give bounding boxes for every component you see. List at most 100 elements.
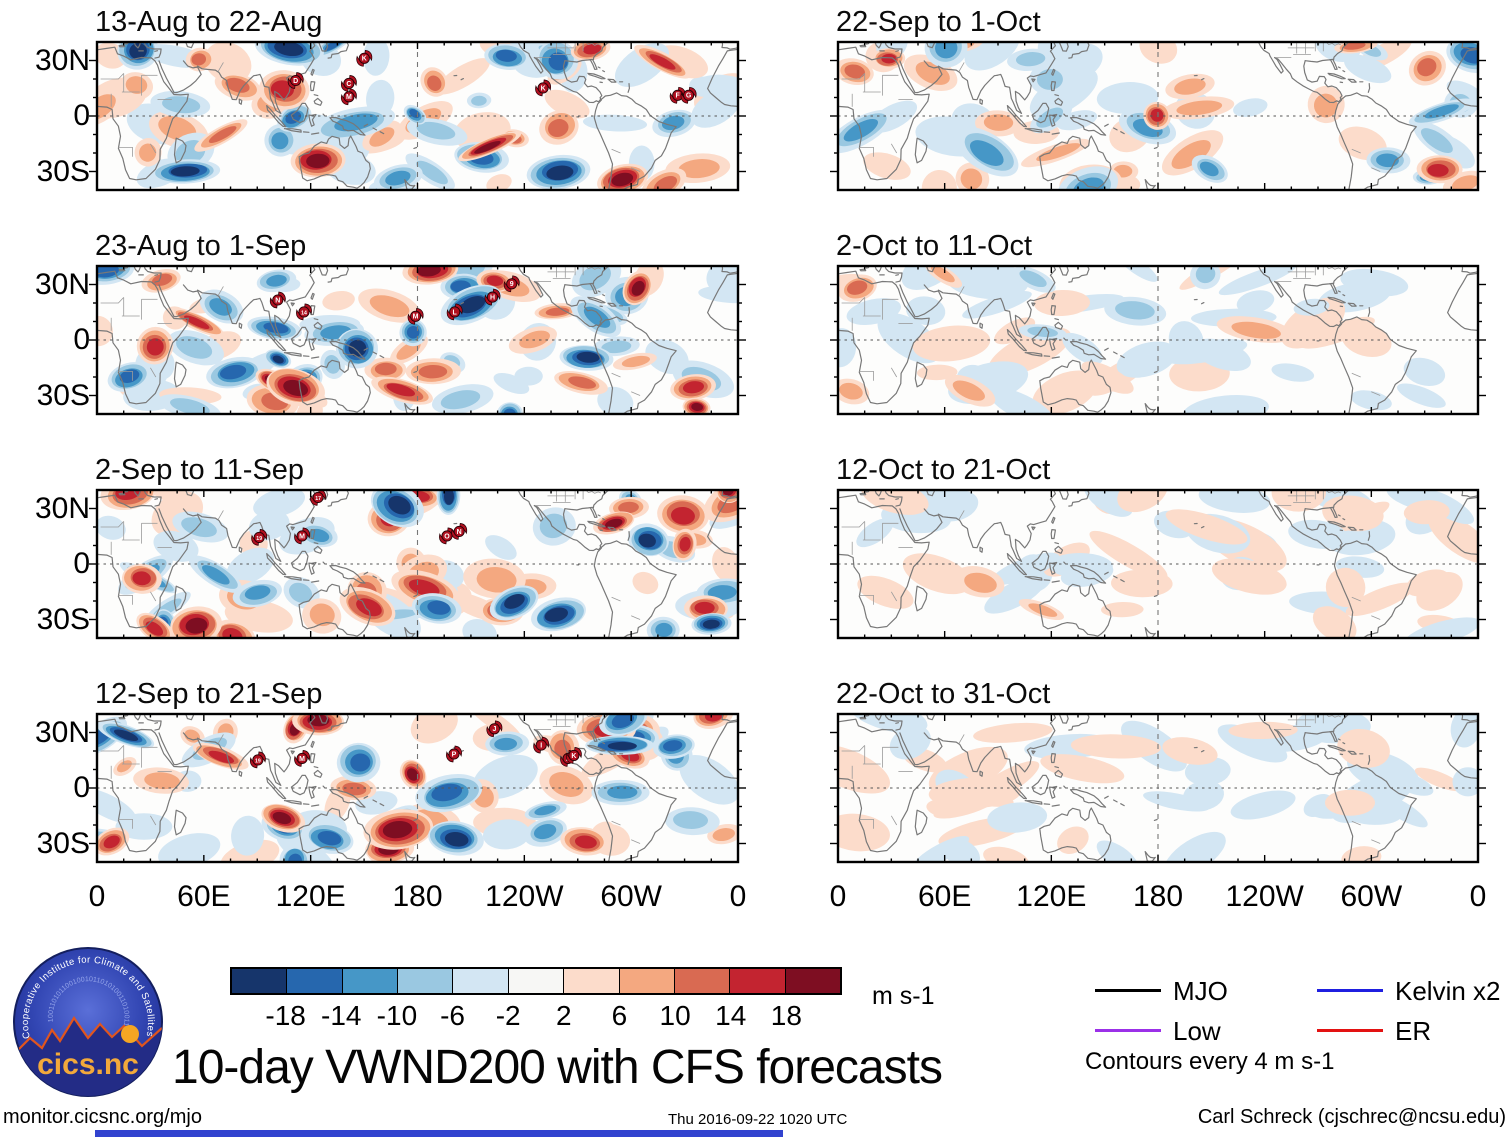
anomaly-field <box>856 490 1478 638</box>
country-borders <box>100 490 641 620</box>
storm-markers: D CM K K F G <box>287 49 697 106</box>
country-borders <box>100 714 641 844</box>
coastlines <box>97 42 738 190</box>
svg-text:M: M <box>413 314 419 321</box>
storm-icon: P <box>446 745 462 763</box>
legend-line-er <box>1317 1029 1383 1032</box>
country-borders <box>100 42 641 172</box>
legend-line-mjo <box>1095 989 1161 992</box>
panel-frame <box>836 40 1480 192</box>
storm-icon: J <box>486 720 503 738</box>
colorbar-tick-label: 2 <box>556 1000 572 1031</box>
colorbar-cell <box>507 969 564 993</box>
legend-line-kelvin <box>1317 989 1383 992</box>
colorbar-tick-label: -18 <box>265 1000 306 1031</box>
y-tick-label: 30N <box>34 43 90 77</box>
svg-text:H: H <box>490 295 495 302</box>
svg-text:D: D <box>293 78 298 85</box>
storm-icon: 17 <box>310 490 327 506</box>
svg-text:M: M <box>299 533 305 540</box>
map-panel-forecast-1 <box>830 40 1486 192</box>
storm-icon: 9 <box>503 275 520 293</box>
panel-title-forecast-1: 22-Sep to 1-Oct <box>836 6 1041 38</box>
panel-frame <box>95 40 740 192</box>
y-tick-label: 0 <box>73 771 90 804</box>
storm-icon: M <box>294 527 311 545</box>
legend-label-er: ER <box>1395 1016 1432 1046</box>
legend-label-mjo: MJO <box>1173 976 1228 1006</box>
y-tick-label: 30S <box>36 378 90 412</box>
footer-author: Carl Schreck (cjschrec@ncsu.edu) <box>1197 1106 1506 1128</box>
panel-title-observed-4: 12-Sep to 21-Sep <box>95 678 323 710</box>
storm-icon: K <box>535 79 552 97</box>
legend-label-low: Low <box>1173 1016 1221 1046</box>
x-tick-label: 120E <box>275 880 346 913</box>
panel-frame <box>836 712 1480 864</box>
y-tick-label: 30S <box>36 602 90 636</box>
x-tick-label: 0 <box>729 880 747 913</box>
y-tick-label: 30S <box>36 154 90 188</box>
storm-icon: C <box>340 75 357 92</box>
storm-icon: L <box>446 303 463 321</box>
x-tick-label: 0 <box>88 880 106 913</box>
svg-text:9: 9 <box>510 281 514 288</box>
storm-icon: M <box>407 307 424 325</box>
legend-label-kelvin: Kelvin x2 <box>1395 976 1501 1006</box>
colorbar-cell <box>397 969 453 993</box>
storm-markers: 17 19 M ON <box>251 490 468 546</box>
panel-title-forecast-4: 22-Oct to 31-Oct <box>836 678 1051 710</box>
x-tick-label: 180 <box>1132 880 1184 913</box>
map-panel-observed-3: 17 19 M ON <box>89 488 746 640</box>
x-tick-label: 60W <box>600 880 662 913</box>
colorbar-tick-label: 18 <box>770 1000 802 1031</box>
svg-text:19: 19 <box>255 758 261 764</box>
colorbar-cell <box>452 969 508 993</box>
storm-icon: K <box>565 747 582 764</box>
svg-text:O: O <box>444 533 450 540</box>
colorbar-tick-label: 14 <box>715 1000 747 1031</box>
y-tick-label: 30N <box>34 491 90 525</box>
anomaly-field <box>838 714 1478 862</box>
bottom-blue-bar <box>95 1130 783 1137</box>
x-tick-label: 0 <box>829 880 847 913</box>
svg-text:L: L <box>453 309 458 316</box>
footer-url: monitor.cicsnc.org/mjo <box>3 1106 202 1128</box>
y-tick-label: 0 <box>73 323 90 356</box>
country-borders <box>841 490 1381 620</box>
colorbar-cell <box>673 969 730 993</box>
logo-sun <box>121 1025 139 1043</box>
y-tick-label: 30S <box>36 826 90 860</box>
x-tick-label: 120E <box>1016 880 1087 913</box>
y-tick-label: 0 <box>73 99 90 132</box>
svg-text:C: C <box>346 81 351 88</box>
svg-text:19: 19 <box>256 536 262 542</box>
storm-icon: G <box>680 86 697 104</box>
storm-icon: H <box>484 288 501 306</box>
x-tick-label: 180 <box>392 880 443 913</box>
colorbar-cell <box>729 969 785 993</box>
y-tick-label: 30N <box>34 715 90 749</box>
colorbar-cell <box>563 969 619 993</box>
colorbar-cell <box>784 969 840 993</box>
map-panel-forecast-2 <box>830 264 1486 416</box>
map-panel-observed-2: N 14 M L H 9 <box>89 264 746 416</box>
colorbar-tick-label: -10 <box>376 1000 418 1031</box>
country-borders <box>100 266 641 396</box>
panel-frame <box>836 264 1480 416</box>
colorbar-tick-label: 10 <box>659 1000 691 1031</box>
figure-title: 10-day VWND200 with CFS forecasts <box>172 1041 943 1094</box>
svg-text:M: M <box>346 94 352 101</box>
storm-markers: 19MPJILK <box>249 720 582 769</box>
svg-text:N: N <box>275 297 280 304</box>
x-tick-label: 120W <box>1225 880 1304 913</box>
map-panel-forecast-3 <box>830 488 1486 640</box>
svg-text:G: G <box>686 93 692 100</box>
country-borders <box>841 266 1381 396</box>
anomaly-field <box>97 42 738 190</box>
storm-icon: M <box>340 88 357 106</box>
panel-frame <box>95 264 740 416</box>
storm-icon: 19 <box>251 529 268 546</box>
colorbar-units: m s-1 <box>872 982 935 1010</box>
svg-text:J: J <box>492 726 496 733</box>
map-panel-forecast-4 <box>830 712 1486 864</box>
